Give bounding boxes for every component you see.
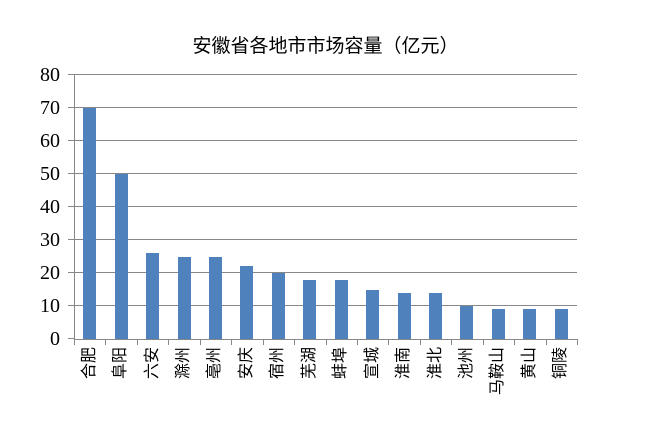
bar-亳州 (208, 256, 222, 339)
gridline (74, 239, 577, 240)
bar-淮北 (429, 292, 443, 339)
y-tick-mark (68, 338, 74, 339)
y-axis-label: 0 (50, 328, 60, 350)
x-tick-mark (388, 340, 390, 345)
x-tick-mark (74, 340, 75, 345)
y-axis-label: 50 (40, 163, 60, 185)
x-axis-label: 芜湖 (300, 347, 318, 380)
y-axis-label: 10 (40, 295, 60, 317)
x-tick-mark (231, 340, 233, 345)
bar-池州 (460, 306, 474, 339)
y-tick-mark (68, 206, 74, 207)
y-axis-line (74, 75, 75, 340)
x-axis-label: 马鞍山 (489, 347, 507, 396)
bar-黄山 (523, 309, 537, 339)
gridline (74, 107, 577, 108)
x-tick-mark (482, 340, 484, 345)
bar-蚌埠 (334, 279, 348, 339)
x-axis-label: 宣城 (363, 347, 381, 380)
y-axis-label: 30 (40, 229, 60, 251)
x-axis-label: 铜陵 (552, 347, 570, 380)
bar-安庆 (240, 266, 254, 339)
x-axis-label: 池州 (457, 347, 475, 380)
x-tick-mark (356, 340, 358, 345)
x-axis-label: 滁州 (175, 347, 193, 380)
y-tick-mark (68, 140, 74, 141)
y-tick-mark (68, 173, 74, 174)
x-axis-label: 阜阳 (112, 347, 130, 380)
x-tick-mark (105, 340, 107, 345)
x-tick-mark (577, 340, 578, 345)
x-axis-label: 淮南 (395, 347, 413, 380)
y-axis-label: 40 (40, 196, 60, 218)
bar-滁州 (177, 256, 191, 339)
y-axis-label: 20 (40, 262, 60, 284)
x-axis-label: 亳州 (206, 347, 224, 380)
bar-宿州 (271, 273, 285, 339)
gridline (74, 272, 577, 273)
x-axis-label: 蚌埠 (332, 347, 350, 380)
bar-马鞍山 (491, 309, 505, 339)
x-tick-mark (136, 340, 138, 345)
bar-六安 (146, 253, 160, 339)
x-tick-mark (199, 340, 201, 345)
x-tick-mark (262, 340, 264, 345)
bar-淮南 (397, 292, 411, 339)
x-tick-mark (325, 340, 327, 345)
x-axis-label: 淮北 (426, 347, 444, 380)
x-tick-mark (419, 340, 421, 345)
y-tick-mark (68, 305, 74, 306)
y-axis-label: 80 (40, 64, 60, 86)
y-tick-mark (68, 239, 74, 240)
x-tick-mark (294, 340, 296, 345)
y-tick-mark (68, 107, 74, 108)
gridline (74, 140, 577, 141)
bar-阜阳 (114, 174, 128, 339)
gridline (74, 206, 577, 207)
bar-宣城 (366, 289, 380, 339)
bar-合肥 (83, 108, 97, 339)
x-axis-label: 黄山 (520, 347, 538, 380)
x-tick-mark (451, 340, 453, 345)
gridline (74, 74, 577, 75)
x-axis-label: 合肥 (80, 347, 98, 380)
x-tick-mark (168, 340, 170, 345)
y-axis-label: 70 (40, 97, 60, 119)
x-axis-label: 安庆 (237, 347, 255, 380)
x-axis-label: 宿州 (269, 347, 287, 380)
y-axis-label: 60 (40, 130, 60, 152)
plot-area (74, 75, 577, 339)
x-axis-line (74, 339, 578, 340)
x-tick-mark (514, 340, 516, 345)
gridline (74, 305, 577, 306)
x-axis-label: 六安 (143, 347, 161, 380)
bar-铜陵 (554, 309, 568, 339)
bar-芜湖 (303, 279, 317, 339)
y-tick-mark (68, 74, 74, 75)
x-tick-mark (545, 340, 547, 345)
y-tick-mark (68, 272, 74, 273)
chart-title: 安徽省各地市市场容量（亿元） (192, 36, 459, 57)
gridline (74, 173, 577, 174)
